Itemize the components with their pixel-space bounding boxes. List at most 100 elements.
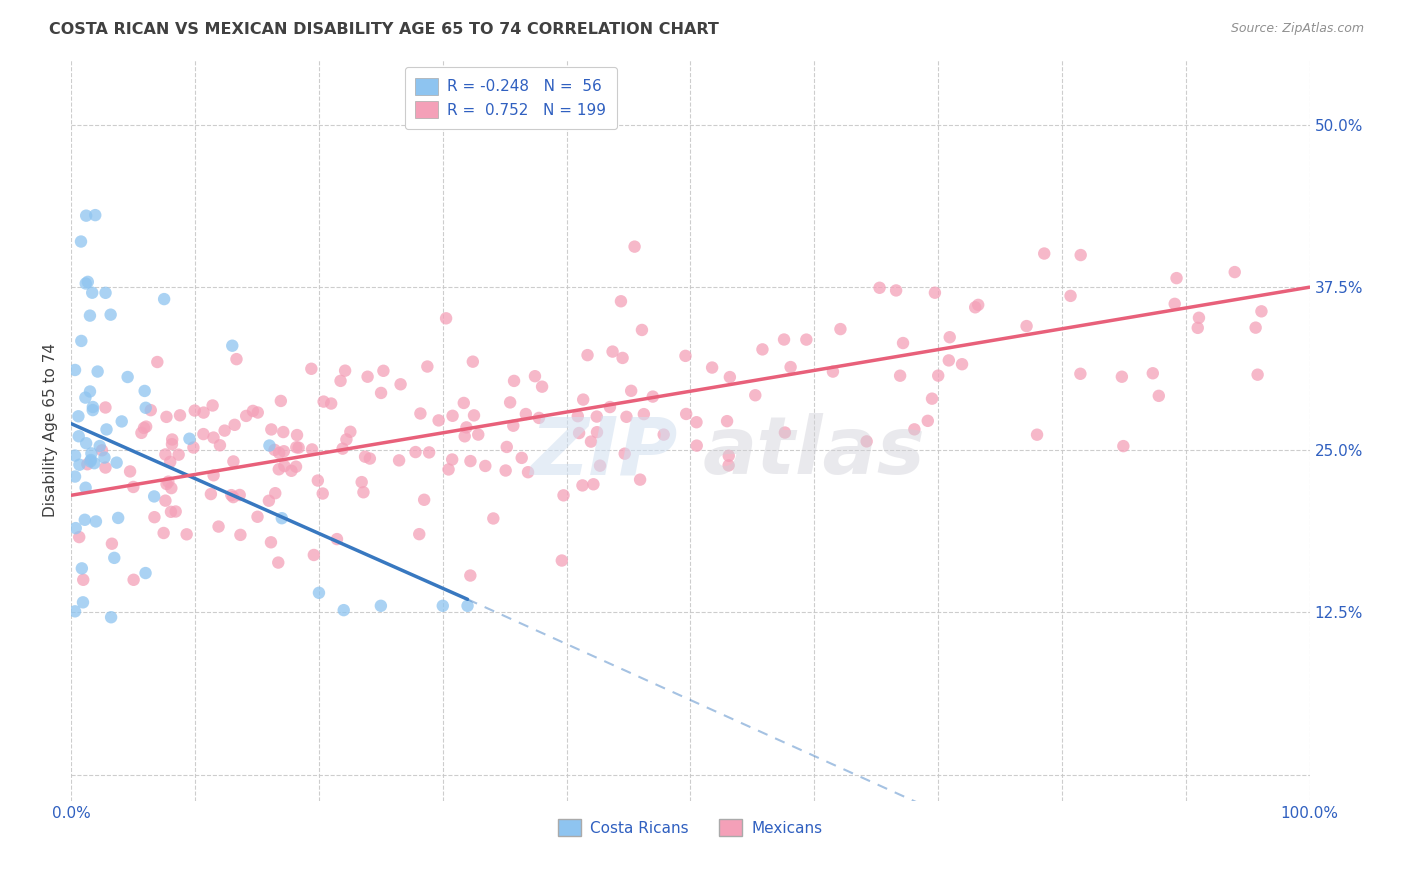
Point — [461, 354, 484, 368]
Point — [160, 437, 183, 451]
Point — [434, 311, 457, 326]
Point — [280, 464, 302, 478]
Point — [79, 454, 101, 468]
Point — [515, 407, 537, 421]
Point — [201, 399, 224, 413]
Point — [79, 309, 101, 323]
Point — [122, 573, 145, 587]
Point — [75, 481, 97, 495]
Point — [86, 365, 108, 379]
Point — [160, 433, 183, 447]
Point — [152, 526, 174, 541]
Point — [405, 445, 427, 459]
Point — [1246, 368, 1268, 382]
Point — [495, 440, 517, 454]
Point — [225, 352, 247, 367]
Point — [65, 521, 87, 535]
Point — [72, 573, 94, 587]
Point — [287, 441, 309, 455]
Point — [260, 422, 283, 436]
Point — [467, 427, 489, 442]
Point — [96, 422, 118, 436]
Point — [228, 488, 250, 502]
Point — [389, 377, 412, 392]
Point — [903, 422, 925, 436]
Point — [159, 455, 181, 469]
Point — [531, 379, 554, 393]
Point — [307, 474, 329, 488]
Point — [579, 434, 602, 449]
Text: Source: ZipAtlas.com: Source: ZipAtlas.com — [1230, 22, 1364, 36]
Y-axis label: Disability Age 65 to 74: Disability Age 65 to 74 — [44, 343, 58, 517]
Point — [1070, 248, 1092, 262]
Point — [153, 292, 176, 306]
Point — [200, 487, 222, 501]
Point — [79, 384, 101, 399]
Point — [273, 458, 295, 473]
Point — [460, 454, 482, 468]
Point — [155, 493, 177, 508]
Point — [418, 445, 440, 459]
Point — [100, 308, 122, 322]
Point — [285, 440, 308, 454]
Point — [301, 442, 323, 457]
Point — [70, 561, 93, 575]
Point — [93, 450, 115, 465]
Point — [623, 239, 645, 253]
Point — [207, 519, 229, 533]
Point — [821, 365, 844, 379]
Point — [132, 421, 155, 435]
Point — [183, 403, 205, 417]
Point — [134, 384, 156, 398]
Point — [884, 284, 907, 298]
Point — [616, 409, 638, 424]
Point — [89, 439, 111, 453]
Point — [1142, 366, 1164, 380]
Point — [131, 425, 153, 440]
Point — [67, 429, 90, 443]
Point — [135, 419, 157, 434]
Point — [572, 392, 595, 407]
Point — [82, 403, 104, 417]
Point — [437, 462, 460, 476]
Point — [120, 465, 142, 479]
Point — [82, 285, 104, 300]
Point — [202, 468, 225, 483]
Point — [1112, 439, 1135, 453]
Legend: Costa Ricans, Mexicans: Costa Ricans, Mexicans — [548, 810, 832, 845]
Point — [94, 401, 117, 415]
Point — [222, 454, 245, 468]
Point — [938, 353, 960, 368]
Point — [302, 548, 325, 562]
Point — [264, 486, 287, 500]
Point — [553, 488, 575, 502]
Point — [80, 446, 103, 460]
Point — [139, 403, 162, 417]
Point — [270, 511, 292, 525]
Point — [773, 333, 796, 347]
Point — [652, 427, 675, 442]
Point — [263, 442, 285, 457]
Point — [107, 511, 129, 525]
Point — [441, 452, 464, 467]
Point — [551, 553, 574, 567]
Point — [350, 475, 373, 489]
Point — [571, 478, 593, 492]
Point — [441, 409, 464, 423]
Point — [202, 431, 225, 445]
Point — [796, 333, 818, 347]
Point — [267, 462, 290, 476]
Point — [1244, 320, 1267, 334]
Point — [830, 322, 852, 336]
Point — [641, 390, 664, 404]
Point — [339, 425, 361, 439]
Point — [312, 394, 335, 409]
Point — [72, 595, 94, 609]
Point — [111, 414, 134, 428]
Point — [613, 447, 636, 461]
Point — [246, 405, 269, 419]
Point — [73, 513, 96, 527]
Point — [208, 438, 231, 452]
Point — [1059, 289, 1081, 303]
Point — [717, 449, 740, 463]
